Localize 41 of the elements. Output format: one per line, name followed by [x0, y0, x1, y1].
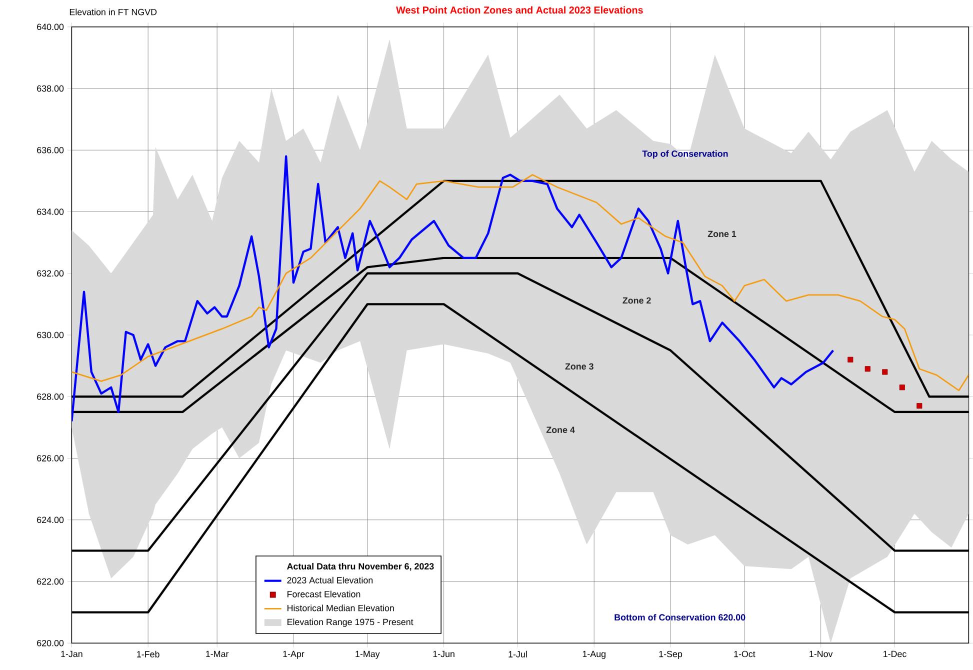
point	[864, 366, 870, 372]
point	[899, 384, 905, 390]
y-tick-label: 640.00	[37, 24, 64, 30]
legend-label: 2023 Actual Elevation	[287, 576, 373, 584]
x-tick-label: 1-Jul	[508, 650, 527, 658]
x-tick-label: 1-Dec	[884, 650, 906, 658]
y-tick-label: 630.00	[37, 332, 64, 338]
y-tick-label: 628.00	[37, 393, 64, 400]
chart-title: West Point Action Zones and Actual 2023 Elevations	[396, 6, 643, 14]
y-tick-label: 632.00	[37, 270, 64, 277]
annotation: Bottom of Conservation 620.00	[614, 614, 746, 621]
point	[848, 356, 854, 362]
x-tick-label: 1-May	[356, 650, 380, 659]
y-tick-label: 636.00	[37, 146, 64, 154]
y-tick-label: 620.00	[37, 640, 64, 646]
annotation: Top of Conservation	[642, 150, 728, 159]
legend-label: Historical Median Elevation	[288, 604, 394, 612]
x-tick-label: 1-Apr	[283, 650, 304, 659]
y-tick-label: 624.00	[37, 516, 64, 524]
annotation: Zone 3	[565, 363, 594, 370]
y-axis-title: Elevation in FT NGVD	[70, 8, 157, 16]
y-tick-label: 622.00	[37, 578, 64, 585]
y-tick-label: 634.00	[37, 208, 64, 215]
y-tick-label: 626.00	[37, 455, 64, 462]
legend-label: Elevation Range 1975 - Present	[288, 618, 414, 627]
annotation: Zone 2	[622, 297, 651, 304]
legend-title: Actual Data thru November 6, 2023	[287, 562, 434, 571]
x-tick-label: 1-Sep	[659, 650, 682, 659]
x-tick-label: 1-Nov	[810, 650, 833, 658]
point	[916, 403, 922, 409]
point	[882, 369, 888, 375]
x-tick-label: 1-Oct	[734, 650, 756, 658]
annotation: Zone 1	[708, 230, 736, 238]
y-tick-label: 638.00	[37, 85, 64, 92]
x-tick-label: 1-Mar	[206, 650, 229, 658]
x-tick-label: 1-Aug	[582, 650, 606, 659]
legend-label: Forecast Elevation	[288, 590, 360, 598]
x-tick-label: 1-Feb	[137, 650, 160, 658]
annotation: Zone 4	[546, 426, 575, 434]
x-tick-label: 1-Jun	[433, 650, 454, 658]
x-tick-label: 1-Jan	[61, 650, 82, 658]
